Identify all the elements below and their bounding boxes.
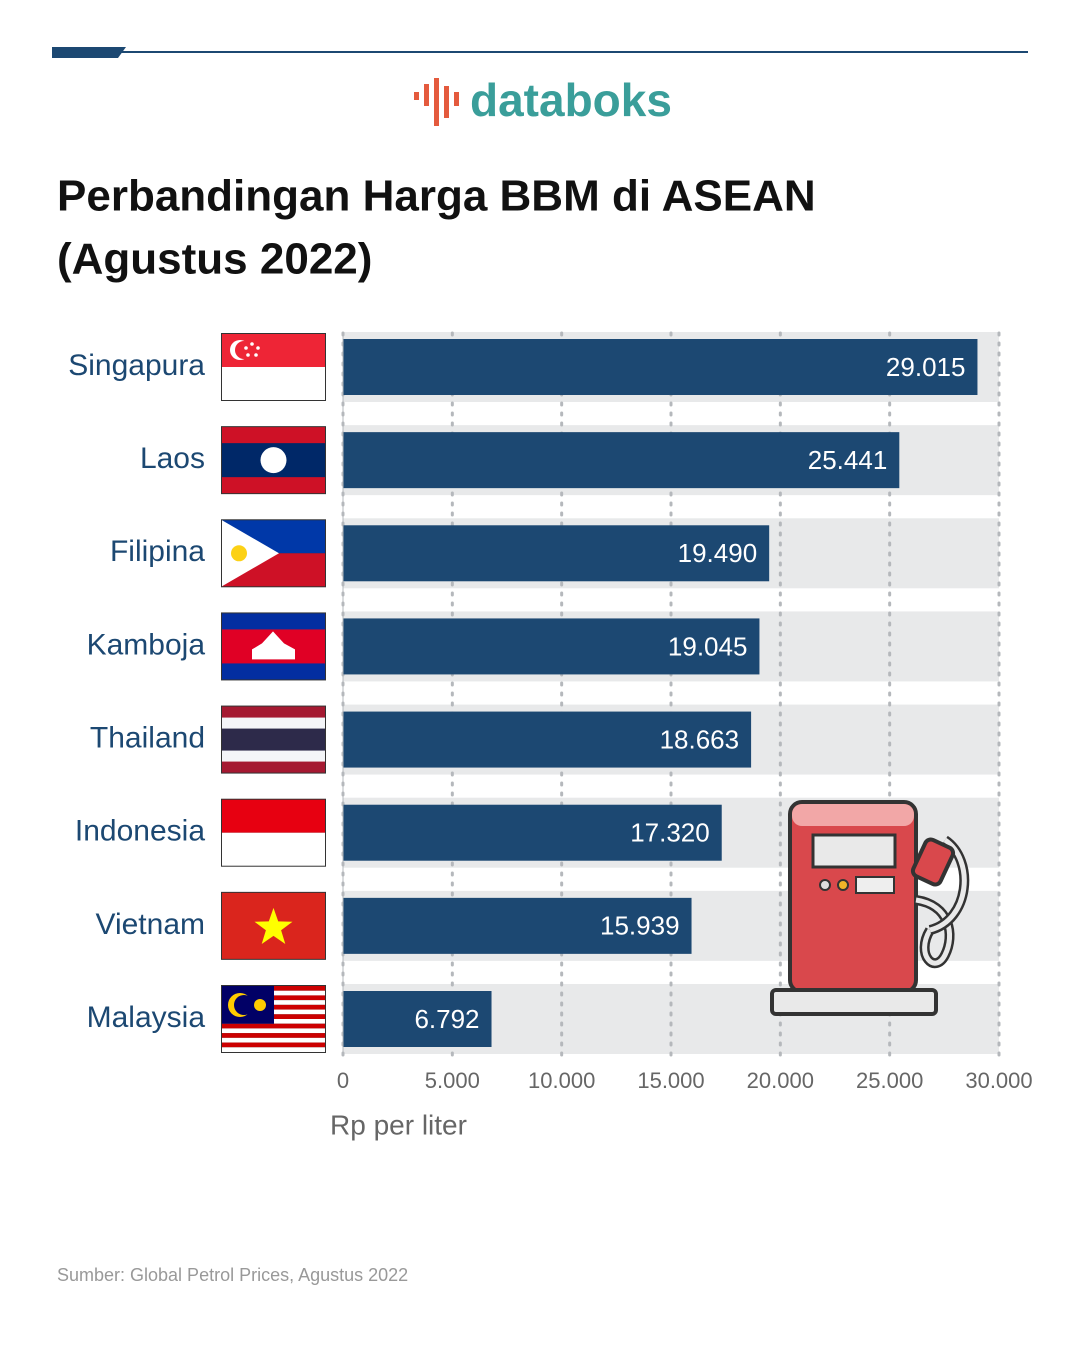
logo-icon: [414, 78, 459, 126]
flag-part: [244, 346, 248, 350]
category-label: Thailand: [90, 721, 205, 754]
flag: [221, 426, 326, 495]
category-label: Laos: [140, 442, 205, 475]
chart-title: Perbandingan Harga BBM di ASEAN: [57, 172, 816, 221]
flag: [221, 333, 326, 401]
value-label: 6.792: [414, 1004, 479, 1034]
flag-part: [256, 346, 260, 350]
x-tick-label: 20.000: [747, 1068, 814, 1093]
flag-part: [222, 1047, 325, 1052]
category-label: Malaysia: [87, 1001, 206, 1034]
bar: [343, 525, 770, 582]
value-label: 18.663: [660, 724, 740, 754]
value-label: 29.015: [886, 352, 966, 382]
bar: [343, 618, 760, 675]
flag-part: [222, 728, 325, 751]
category-label: Kamboja: [87, 628, 206, 661]
flag-part: [222, 1028, 325, 1034]
flag-part: [222, 1023, 325, 1029]
bar: [343, 804, 722, 861]
flag: [221, 519, 326, 588]
x-axis-label: Rp per liter: [330, 1109, 467, 1140]
bar: [343, 897, 692, 954]
flag: [221, 891, 326, 960]
category-label: Indonesia: [75, 815, 205, 848]
x-tick-label: 15.000: [637, 1068, 704, 1093]
x-tick-label: 0: [337, 1068, 349, 1093]
flag: [221, 985, 326, 1053]
x-tick-label: 5.000: [425, 1068, 480, 1093]
logo: databoks: [470, 74, 672, 126]
source: Sumber: Global Petrol Prices, Agustus 20…: [57, 1265, 408, 1285]
flag-part: [222, 1037, 325, 1043]
flag-part: [254, 907, 293, 944]
flag-part: [222, 1042, 325, 1048]
value-label: 19.045: [668, 631, 748, 661]
value-label: 15.939: [600, 911, 680, 941]
flag: [221, 612, 326, 681]
value-label: 25.441: [808, 445, 888, 475]
category-label: Singapura: [68, 349, 205, 382]
flag-part: [246, 353, 250, 357]
flag-part: [222, 520, 279, 587]
flag-part: [231, 545, 247, 562]
x-tick-label: 25.000: [856, 1068, 923, 1093]
flag-part: [260, 447, 287, 474]
value-label: 19.490: [678, 538, 758, 568]
flag-part: [252, 631, 295, 660]
flag: [221, 705, 326, 774]
bar: [343, 991, 492, 1047]
flag-part: [222, 1033, 325, 1038]
flag-part: [222, 832, 325, 866]
flag-part: [254, 353, 258, 357]
bar: [343, 711, 752, 768]
flag-part: [234, 995, 254, 1015]
x-tick-label: 30.000: [965, 1068, 1032, 1093]
fuel-pump-icon: [770, 800, 970, 1016]
value-label: 17.320: [630, 818, 710, 848]
x-tick-label: 10.000: [528, 1068, 595, 1093]
flag-part: [222, 799, 325, 833]
flag-part: [250, 342, 254, 346]
flag-part: [222, 367, 325, 400]
bar: [343, 432, 900, 489]
category-label: Vietnam: [95, 908, 205, 941]
flag: [221, 798, 326, 867]
bar: [343, 339, 978, 395]
category-label: Filipina: [110, 535, 205, 568]
top-rule-accent: [52, 47, 126, 58]
flag-part: [254, 999, 266, 1011]
chart-title: (Agustus 2022): [57, 235, 372, 284]
